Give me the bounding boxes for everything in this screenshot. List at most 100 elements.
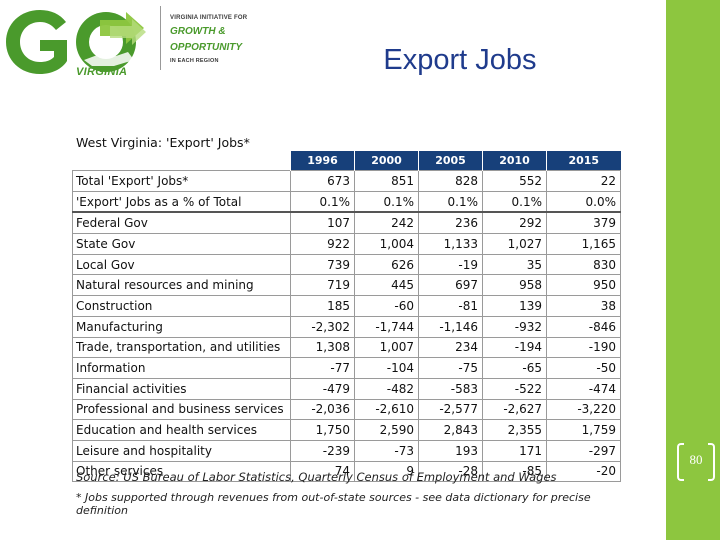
row-value: -50: [546, 357, 621, 379]
side-accent-bar: [666, 0, 720, 540]
row-label: Education and health services: [72, 419, 291, 441]
row-value: 2,590: [354, 419, 419, 441]
row-value: 1,165: [546, 233, 621, 255]
logo-growth-text: GROWTH &: [170, 26, 226, 37]
row-value: 1,007: [354, 336, 419, 359]
row-value: 35: [482, 253, 547, 276]
row-value: 922: [290, 233, 355, 255]
row-label: Total 'Export' Jobs*: [72, 170, 291, 192]
row-value: 38: [546, 295, 621, 317]
row-label: Leisure and hospitality: [72, 439, 291, 462]
row-value: 828: [418, 170, 483, 192]
row-label: Manufacturing: [72, 315, 291, 338]
row-value: 234: [418, 336, 483, 359]
row-value: -60: [354, 295, 419, 317]
column-header: 2005: [418, 151, 483, 171]
row-value: 950: [546, 274, 621, 297]
row-label: Other services: [72, 460, 291, 483]
row-value: -19: [418, 253, 483, 276]
table-row: Federal Gov 107 242 236 292 379: [72, 211, 621, 235]
go-virginia-logo: VIRGINIA VIRGINIA INITIATIVE FOR GROWTH …: [4, 4, 264, 82]
row-value: 2,843: [418, 419, 483, 441]
logo-divider: [160, 6, 161, 70]
row-value: 0.1%: [354, 190, 419, 214]
go-logo-icon: [6, 10, 146, 74]
row-value: 958: [482, 274, 547, 297]
row-value: -104: [354, 357, 419, 379]
logo-opportunity-text: OPPORTUNITY: [170, 42, 243, 53]
row-label: 'Export' Jobs as a % of Total: [72, 190, 291, 214]
row-value: -81: [418, 295, 483, 317]
row-value: 830: [546, 253, 621, 276]
table-row: Local Gov 739 626 -19 35 830: [72, 253, 621, 276]
bracket-left-icon: [677, 443, 684, 481]
table-row: Leisure and hospitality -239 -73 193 171 -297: [72, 439, 621, 462]
row-label: Natural resources and mining: [72, 274, 291, 297]
column-header: 2015: [546, 151, 621, 171]
header-blank-cell: [73, 151, 291, 171]
table-row: Education and health services 1,750 2,590 2…: [72, 419, 621, 441]
slide-title: Export Jobs: [383, 44, 537, 76]
row-value: -2,036: [290, 398, 355, 421]
bracket-right-icon: [708, 443, 715, 481]
row-value: 171: [482, 439, 547, 462]
table-row: State Gov 922 1,004 1,133 1,027 1,165: [72, 233, 621, 255]
row-label: Financial activities: [72, 377, 291, 400]
row-label: Information: [72, 357, 291, 379]
column-header: 2010: [482, 151, 547, 171]
row-value: -1,146: [418, 315, 483, 338]
row-value: -239: [290, 439, 355, 462]
row-value: 739: [290, 253, 355, 276]
footnote: * Jobs supported through revenues from o…: [76, 491, 591, 517]
row-value: 1,759: [546, 419, 621, 441]
row-value: 673: [290, 170, 355, 192]
logo-initiative-text: VIRGINIA INITIATIVE FOR: [170, 15, 248, 21]
row-label: Construction: [72, 295, 291, 317]
column-header: 1996: [290, 151, 355, 171]
column-header: 2000: [354, 151, 419, 171]
source-note: Source: US Bureau of Labor Statistics, Q…: [76, 470, 557, 484]
logo-region-text: IN EACH REGION: [170, 58, 219, 64]
row-value: -73: [354, 439, 419, 462]
row-value: -2,610: [354, 398, 419, 421]
row-value: 1,308: [290, 336, 355, 359]
row-value: 626: [354, 253, 419, 276]
page-number-badge: 80: [677, 443, 715, 481]
row-value: -2,577: [418, 398, 483, 421]
row-value: 242: [354, 211, 419, 235]
logo-virginia-text: VIRGINIA: [76, 66, 128, 78]
row-value: -479: [290, 377, 355, 400]
table-row: Manufacturing -2,302 -1,744 -1,146 -932 -846: [72, 315, 621, 338]
row-value: -932: [482, 315, 547, 338]
table-row: Natural resources and mining 719 445 697 958…: [72, 274, 621, 297]
row-value: 379: [546, 211, 621, 235]
row-label: Federal Gov: [72, 211, 291, 235]
export-jobs-table: 1996 2000 2005 2010 2015 Total 'Export' …: [72, 151, 621, 483]
table-heading: West Virginia: 'Export' Jobs*: [76, 135, 250, 150]
table-row: Other services 74 9 -28 -85 -20: [72, 460, 621, 483]
row-value: 193: [418, 439, 483, 462]
page-number: 80: [689, 452, 703, 467]
row-value: 0.1%: [290, 190, 355, 214]
row-label: State Gov: [72, 233, 291, 255]
row-value: -583: [418, 377, 483, 400]
row-value: 445: [354, 274, 419, 297]
row-value: 697: [418, 274, 483, 297]
row-value: -2,302: [290, 315, 355, 338]
row-value: 185: [290, 295, 355, 317]
table-row: Total 'Export' Jobs* 673 851 828 552 22: [72, 170, 621, 192]
row-value: 1,027: [482, 233, 547, 255]
row-value: 107: [290, 211, 355, 235]
row-value: -75: [418, 357, 483, 379]
row-value: -3,220: [546, 398, 621, 421]
row-value: 851: [354, 170, 419, 192]
table-row: Trade, transportation, and utilities 1,30…: [72, 336, 621, 359]
row-value: 22: [546, 170, 621, 192]
row-value: 139: [482, 295, 547, 317]
table-header-row: 1996 2000 2005 2010 2015: [73, 151, 621, 171]
row-label: Professional and business services: [72, 398, 291, 421]
row-value: -77: [290, 357, 355, 379]
row-value: -190: [546, 336, 621, 359]
table-row: Professional and business services -2,036…: [72, 398, 621, 421]
